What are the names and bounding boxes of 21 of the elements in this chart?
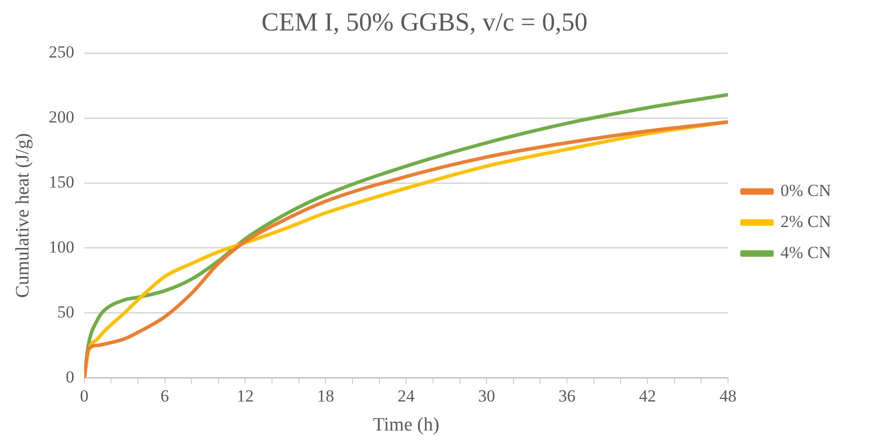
y-tick-label: 50 xyxy=(57,302,74,322)
y-tick-label: 200 xyxy=(48,108,74,127)
x-tick-label: 0 xyxy=(80,386,89,406)
x-axis-title: Time (h) xyxy=(372,414,440,436)
x-tick-label: 18 xyxy=(317,386,334,406)
y-tick-label: 0 xyxy=(66,367,74,386)
chart-title: CEM I, 50% GGBS, v/c = 0,50 xyxy=(262,7,588,36)
x-tick-label: 12 xyxy=(236,386,254,406)
y-tick-label: 100 xyxy=(48,237,74,256)
y-tick-label: 150 xyxy=(48,172,74,192)
legend-label: 0% CN xyxy=(780,180,832,200)
y-axis-title: Cumulative heat (J/g) xyxy=(12,133,34,298)
x-tick-label: 6 xyxy=(160,386,170,406)
x-tick-label: 48 xyxy=(719,386,736,406)
legend-label: 4% CN xyxy=(780,242,832,262)
x-tick-label: 30 xyxy=(478,386,496,406)
y-tick-label: 250 xyxy=(48,42,74,62)
legend-label: 2% CN xyxy=(780,212,832,231)
x-tick-label: 36 xyxy=(558,386,576,406)
x-tick-label: 24 xyxy=(398,386,416,406)
x-tick-label: 42 xyxy=(639,386,656,406)
